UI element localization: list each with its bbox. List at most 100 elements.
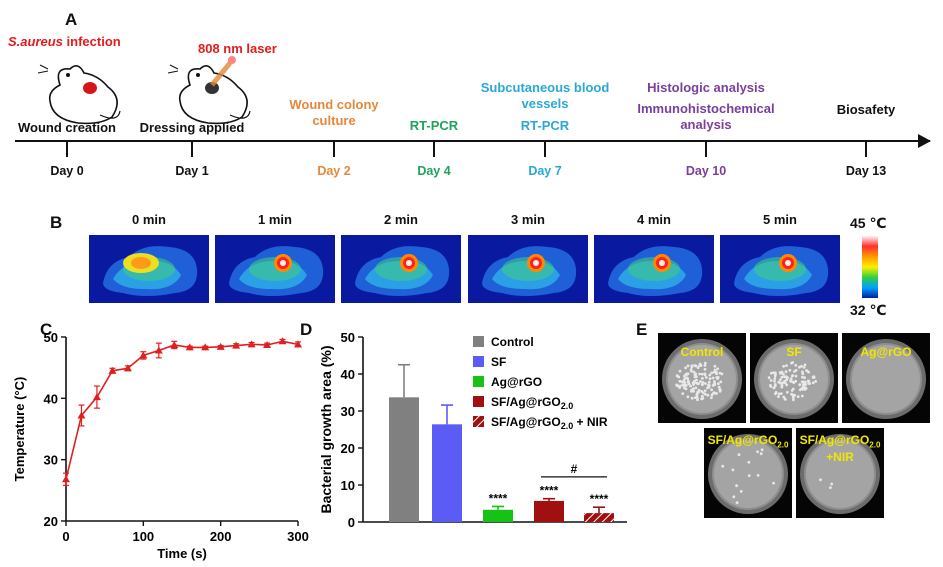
panel-c-letter: C — [40, 320, 53, 339]
timeline-event-label: Subcutaneous blood vessels — [480, 80, 610, 111]
legend-label: Ag@rGO — [491, 375, 542, 389]
legend-swatch — [473, 396, 484, 407]
x-tick-label: 100 — [132, 529, 154, 544]
x-tick-label: 300 — [287, 529, 309, 544]
legend-swatch — [473, 376, 484, 387]
thermal-time-label: 2 min — [384, 212, 418, 227]
bracket-label: # — [571, 462, 578, 476]
mouse-laser-illustration — [167, 56, 251, 125]
infection-label-species: S.aureus — [8, 34, 63, 49]
y-tick-label: 50 — [44, 330, 58, 345]
significance-label: **** — [590, 492, 609, 506]
data-point — [154, 346, 163, 354]
plate-illustration — [846, 339, 926, 419]
plate-label: SF — [786, 345, 802, 359]
legend-label: SF — [491, 355, 506, 369]
data-point — [216, 342, 225, 350]
thermal-image — [594, 235, 714, 303]
timeline-tick — [433, 140, 435, 157]
thermal-time-label: 1 min — [258, 212, 292, 227]
significance-label: **** — [489, 491, 508, 505]
timeline-axis — [15, 140, 930, 142]
panel-e-letter: E — [636, 320, 648, 339]
y-axis-label: Temperature (°C) — [12, 377, 27, 482]
agar-plate: SF — [750, 333, 838, 423]
scale-max-label: 45 ℃ — [850, 215, 887, 231]
data-point — [123, 364, 132, 372]
timeline-tick — [865, 140, 867, 157]
legend-swatch — [473, 356, 484, 367]
data-point — [170, 340, 179, 348]
temperature-colorbar — [862, 236, 878, 298]
y-axis-label: Bacterial growth area (%) — [318, 345, 334, 513]
timeline-day-label: Day 4 — [417, 164, 451, 178]
y-tick-label: 40 — [44, 391, 58, 406]
thermal-image — [720, 235, 840, 303]
timeline-event-label: Wound creation — [18, 120, 116, 135]
y-tick-label: 20 — [341, 441, 355, 456]
timeline-tick — [191, 140, 193, 157]
data-point — [232, 341, 241, 349]
timeline-tick — [333, 140, 335, 157]
thermal-image — [468, 235, 588, 303]
y-tick-label: 40 — [341, 367, 355, 382]
y-tick-label: 30 — [341, 404, 355, 419]
legend-label: Control — [491, 335, 534, 349]
timeline-tick — [544, 140, 546, 157]
data-point — [92, 393, 101, 401]
bacterial-growth-bar-chart: 0 10 20 30 40 50 **** **** **** # Control SF Ag@rGO S… — [318, 330, 627, 530]
data-point — [201, 343, 210, 351]
agar-plate: SF/Ag@rGO2.0 +NIR — [796, 428, 884, 518]
timeline-tick — [705, 140, 707, 157]
laser-label: 808 nm laser — [198, 41, 277, 56]
data-point — [62, 475, 70, 483]
timeline-event-sublabel: Immunohistochemical analysis — [637, 101, 775, 132]
plate-illustration — [800, 434, 880, 514]
legend-label: SF/Ag@rGO2.0 + NIR — [491, 415, 608, 431]
x-tick-label: 200 — [210, 529, 232, 544]
data-point — [294, 340, 302, 348]
thermal-time-label: 4 min — [637, 212, 671, 227]
plate-illustration — [708, 434, 788, 514]
timeline-day-label: Day 1 — [175, 164, 209, 178]
bar — [483, 509, 513, 522]
timeline-tick — [66, 140, 68, 157]
y-tick-label: 30 — [44, 453, 58, 468]
timeline-day-label: Day 2 — [317, 164, 351, 178]
bar — [432, 424, 462, 522]
timeline-event-sublabel: RT-PCR — [520, 118, 570, 133]
timeline-event-label: Wound colony culture — [289, 97, 379, 128]
agar-plate: Control — [658, 333, 746, 423]
data-point — [263, 340, 272, 348]
plate-label: Control — [680, 345, 724, 359]
timeline-event-label: Biosafety — [836, 102, 896, 117]
timeline-day-label: Day 10 — [685, 164, 727, 178]
agar-plate: SF/Ag@rGO2.0 — [704, 428, 792, 518]
y-tick-label: 10 — [341, 478, 355, 493]
x-axis-label: Time (s) — [157, 546, 207, 561]
thermal-image — [341, 235, 461, 303]
timeline-day-label: Day 0 — [50, 164, 84, 178]
bar — [534, 500, 564, 522]
infection-label: S.aureus infection — [8, 34, 121, 49]
thermal-time-label: 5 min — [763, 212, 797, 227]
timeline-arrowhead — [918, 134, 931, 148]
panel-a-letter: A — [65, 10, 78, 29]
timeline-event-label: Histologic analysis — [647, 80, 765, 95]
y-tick-label: 0 — [348, 515, 355, 530]
panel-b-letter: B — [50, 213, 63, 232]
legend-label: SF/Ag@rGO2.0 — [491, 395, 573, 411]
thermal-time-label: 0 min — [132, 212, 166, 227]
data-point — [278, 337, 287, 345]
plate-illustration — [754, 339, 834, 419]
timeline-day-label: Day 7 — [528, 164, 562, 178]
data-point — [185, 343, 194, 351]
significance-label: **** — [540, 484, 559, 498]
data-point — [77, 411, 86, 419]
scale-min-label: 32 ℃ — [850, 302, 887, 318]
y-tick-label: 20 — [44, 514, 58, 529]
data-point — [247, 340, 256, 348]
thermal-image — [215, 235, 335, 303]
bar — [389, 397, 419, 522]
agar-plate: Ag@rGO — [842, 333, 930, 423]
